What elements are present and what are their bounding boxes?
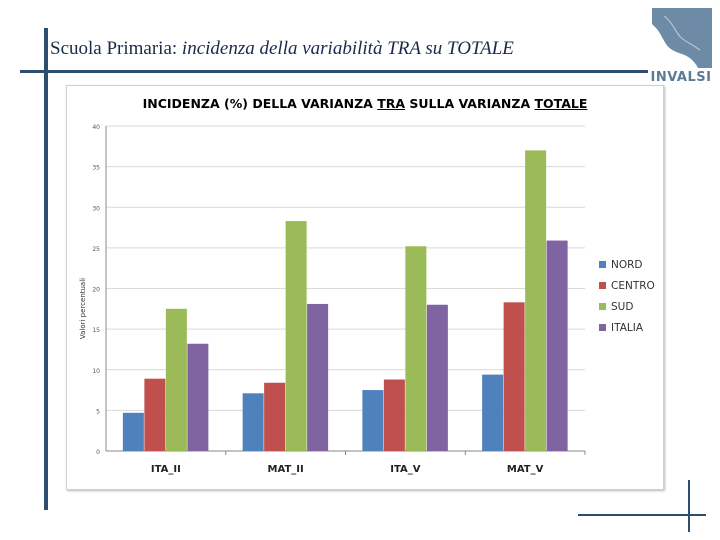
title-underline [20,70,648,73]
title-prefix: Scuola Primaria: [50,38,182,59]
left-vertical-rule [44,28,48,510]
legend-label-nord: NORD [611,259,643,271]
y-tick-label: 20 [92,287,100,294]
bar-nord-ita_ii [122,412,144,451]
bar-centro-ita_v [383,379,405,451]
bottom-right-horizontal-rule [578,514,706,516]
y-tick-label: 40 [92,124,100,131]
legend-swatch-sud [599,303,606,310]
bar-sud-ita_v [405,246,427,451]
chart-title-part-3: SULLA VARIANZA [405,96,535,111]
bar-sud-mat_ii [285,221,307,451]
bar-centro-mat_ii [264,382,286,451]
x-tick-label: MAT_V [507,464,544,475]
bar-centro-mat_v [503,302,525,451]
bar-italia-ita_ii [187,343,209,451]
bar-sud-mat_v [525,150,547,451]
legend-swatch-italia [599,324,606,331]
bar-nord-mat_ii [242,393,264,451]
x-tick-label: ITA_II [151,464,181,475]
bar-italia-mat_v [546,240,568,451]
bottom-right-vertical-rule [688,480,690,532]
y-tick-label: 10 [92,368,100,375]
page-title: Scuola Primaria: incidenza della variabi… [50,38,514,60]
title-italic: incidenza della variabilità TRA su TOTAL… [181,38,514,59]
y-tick-label: 30 [92,205,100,212]
chart-container: INCIDENZA (%) DELLA VARIANZA TRA SULLA V… [66,85,664,490]
y-tick-label: 5 [96,408,100,415]
y-tick-label: 0 [96,449,100,456]
bar-chart: 0 5 10 15 20 25 30 35 40 Valori percentuali ITA_II… [79,124,655,475]
x-tick-label: MAT_II [268,464,304,475]
bar-italia-ita_v [426,304,448,451]
chart-title: INCIDENZA (%) DELLA VARIANZA TRA SULLA V… [67,96,663,111]
chart-title-part-1: INCIDENZA (%) DELLA VARIANZA [142,96,378,111]
bar-nord-mat_v [482,374,504,451]
y-axis-label: Valori percentuali [79,278,87,339]
legend-label-italia: ITALIA [611,322,644,334]
legend-swatch-nord [599,261,606,268]
bar-sud-ita_ii [165,308,187,451]
x-tick-label: ITA_V [390,464,421,475]
legend-label-centro: CENTRO [611,280,655,292]
bar-italia-mat_ii [307,303,329,451]
y-tick-label: 25 [92,246,100,253]
bar-nord-ita_v [362,390,384,451]
legend-swatch-centro [599,282,606,289]
y-tick-label: 15 [92,327,100,334]
invalsi-logo [652,8,712,68]
legend-label-sud: SUD [611,301,633,313]
logo-text: INVALSI [650,70,712,85]
chart-title-part-4: TOTALE [534,96,588,111]
y-tick-label: 35 [92,165,100,172]
chart-title-part-2: TRA [377,96,406,111]
bar-centro-ita_ii [144,378,166,451]
